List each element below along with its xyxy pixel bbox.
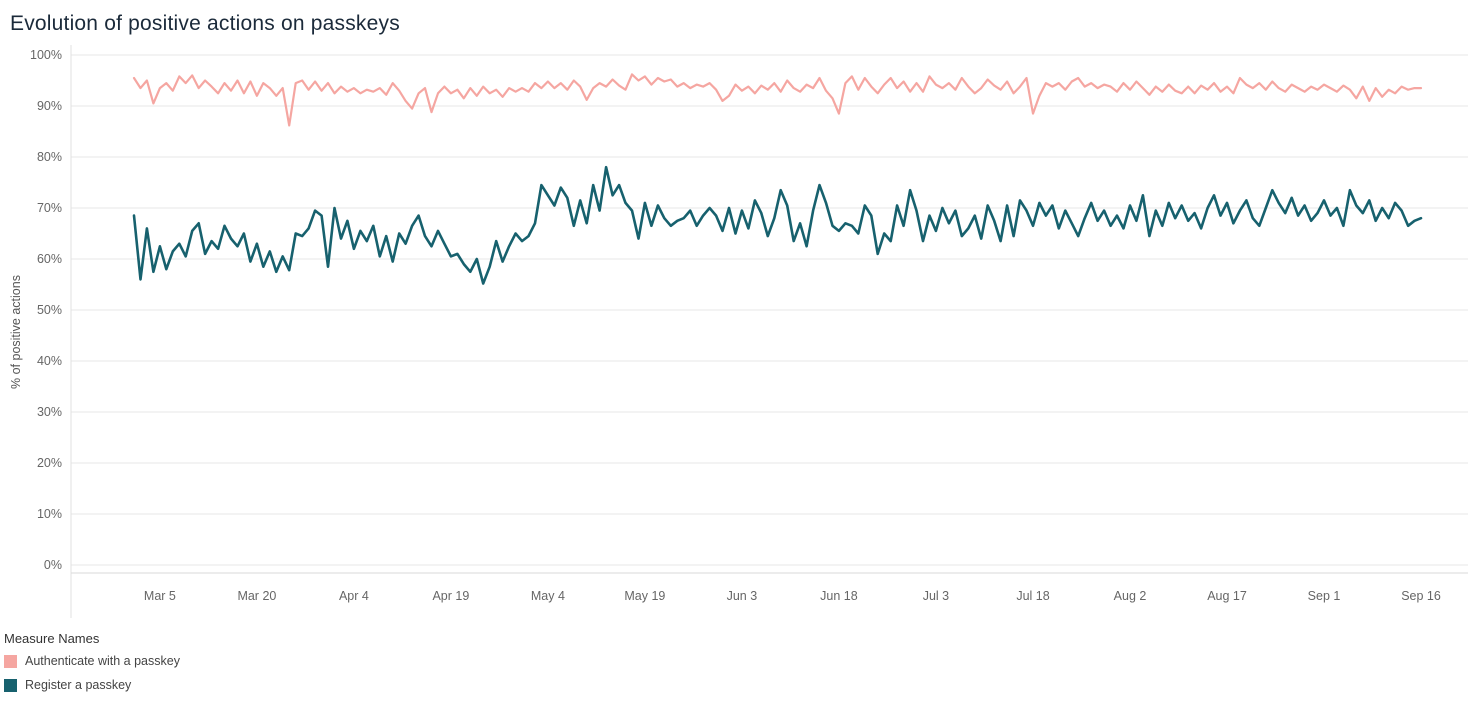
x-tick-label: Jul 18 xyxy=(1016,589,1049,603)
legend-swatch xyxy=(4,678,17,692)
x-tick-label: Jun 18 xyxy=(820,589,858,603)
x-tick-label: Aug 2 xyxy=(1114,589,1147,603)
x-tick-label: May 4 xyxy=(531,589,565,603)
x-tick-label: Sep 16 xyxy=(1401,589,1441,603)
y-tick-label: 70% xyxy=(37,201,62,215)
series-line-1[interactable] xyxy=(132,165,1423,285)
y-tick-label: 60% xyxy=(37,252,62,266)
y-tick-label: 30% xyxy=(37,405,62,419)
y-axis-title: % of positive actions xyxy=(9,275,23,389)
legend-title: Measure Names xyxy=(4,631,100,646)
y-tick-label: 100% xyxy=(30,48,62,62)
legend-item-1[interactable]: Register a passkey xyxy=(4,678,1482,692)
legend-label: Register a passkey xyxy=(25,678,132,692)
y-tick-label: 0% xyxy=(44,558,62,572)
legend-items: Authenticate with a passkey Register a pa… xyxy=(4,654,1482,692)
y-tick-label: 50% xyxy=(37,303,62,317)
chart-title: Evolution of positive actions on passkey… xyxy=(10,12,400,35)
x-tick-label: Sep 1 xyxy=(1308,589,1341,603)
x-tick-label: Mar 5 xyxy=(144,589,176,603)
y-tick-label: 40% xyxy=(37,354,62,368)
legend-swatch xyxy=(4,654,17,668)
y-tick-label: 90% xyxy=(37,99,62,113)
legend-item-0[interactable]: Authenticate with a passkey xyxy=(4,654,1482,668)
legend: Measure Names Authenticate with a passke… xyxy=(0,625,1482,692)
y-tick-label: 10% xyxy=(37,507,62,521)
y-tick-label: 20% xyxy=(37,456,62,470)
line-chart[interactable]: 0% 10% 20% 30% 40% 50% 60% 70% 80% 90% 100% Mar 5 Ma… xyxy=(0,40,1482,625)
x-tick-label: Apr 4 xyxy=(339,589,369,603)
chart-area: % of positive actions 0% 10% 20% 30% 40% 50% 6… xyxy=(0,40,1482,625)
x-tick-label: Jul 3 xyxy=(923,589,949,603)
y-tick-label: 80% xyxy=(37,150,62,164)
x-tick-label: Mar 20 xyxy=(237,589,276,603)
x-tick-label: Aug 17 xyxy=(1207,589,1247,603)
series-line-0[interactable] xyxy=(132,73,1423,127)
legend-label: Authenticate with a passkey xyxy=(25,654,180,668)
x-tick-label: Jun 3 xyxy=(727,589,758,603)
x-tick-label: May 19 xyxy=(624,589,665,603)
x-tick-label: Apr 19 xyxy=(432,589,469,603)
